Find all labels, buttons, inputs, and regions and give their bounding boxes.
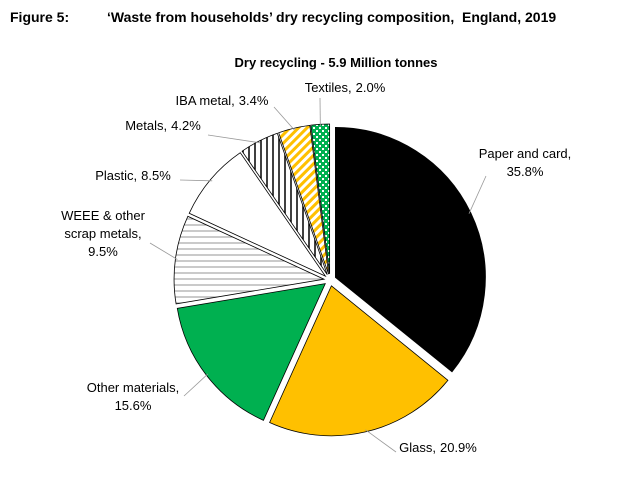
- value-label: 35.8%: [507, 164, 544, 179]
- pie-slice: [278, 124, 330, 275]
- slice-label: Metals, 4.2%: [125, 118, 201, 133]
- chart-subtitle: Dry recycling - 5.9 Million tonnes: [235, 55, 438, 70]
- category-label: Glass,: [399, 440, 436, 455]
- slice-label: Textiles, 2.0%: [305, 80, 386, 95]
- pie-slice: [241, 132, 328, 275]
- chart-title: ‘Waste from households’ dry recycling co…: [107, 9, 556, 25]
- leader-line: [468, 175, 487, 214]
- leader-line: [273, 106, 295, 131]
- slice-label: Glass, 20.9%: [399, 440, 477, 455]
- slice-label: IBA metal, 3.4%: [176, 93, 269, 108]
- category-label: WEEE & other scrap metals,: [61, 208, 145, 241]
- pie-slice: [188, 152, 327, 278]
- value-label: 3.4%: [239, 93, 269, 108]
- category-label: IBA metal,: [176, 93, 235, 108]
- category-label: Plastic,: [95, 168, 137, 183]
- pie-slice: [335, 127, 486, 373]
- leader-line: [365, 429, 397, 453]
- value-label: 2.0%: [356, 80, 386, 95]
- category-label: Metals,: [125, 118, 167, 133]
- value-label: 8.5%: [141, 168, 171, 183]
- category-label: Textiles,: [305, 80, 352, 95]
- leader-line: [149, 242, 178, 260]
- value-label: 4.2%: [171, 118, 201, 133]
- slice-label: Plastic, 8.5%: [95, 168, 171, 183]
- pie-slice: [173, 215, 326, 305]
- value-label: 20.9%: [440, 440, 477, 455]
- category-label: Paper and card,: [479, 146, 572, 161]
- pie-slice: [269, 285, 449, 437]
- leader-line: [179, 179, 213, 182]
- leader-line: [207, 134, 261, 144]
- value-label: 15.6%: [115, 398, 152, 413]
- category-label: Other materials,: [87, 380, 179, 395]
- leader-line: [183, 373, 209, 397]
- value-label: 9.5%: [88, 244, 118, 259]
- figure-label: Figure 5:: [10, 9, 69, 25]
